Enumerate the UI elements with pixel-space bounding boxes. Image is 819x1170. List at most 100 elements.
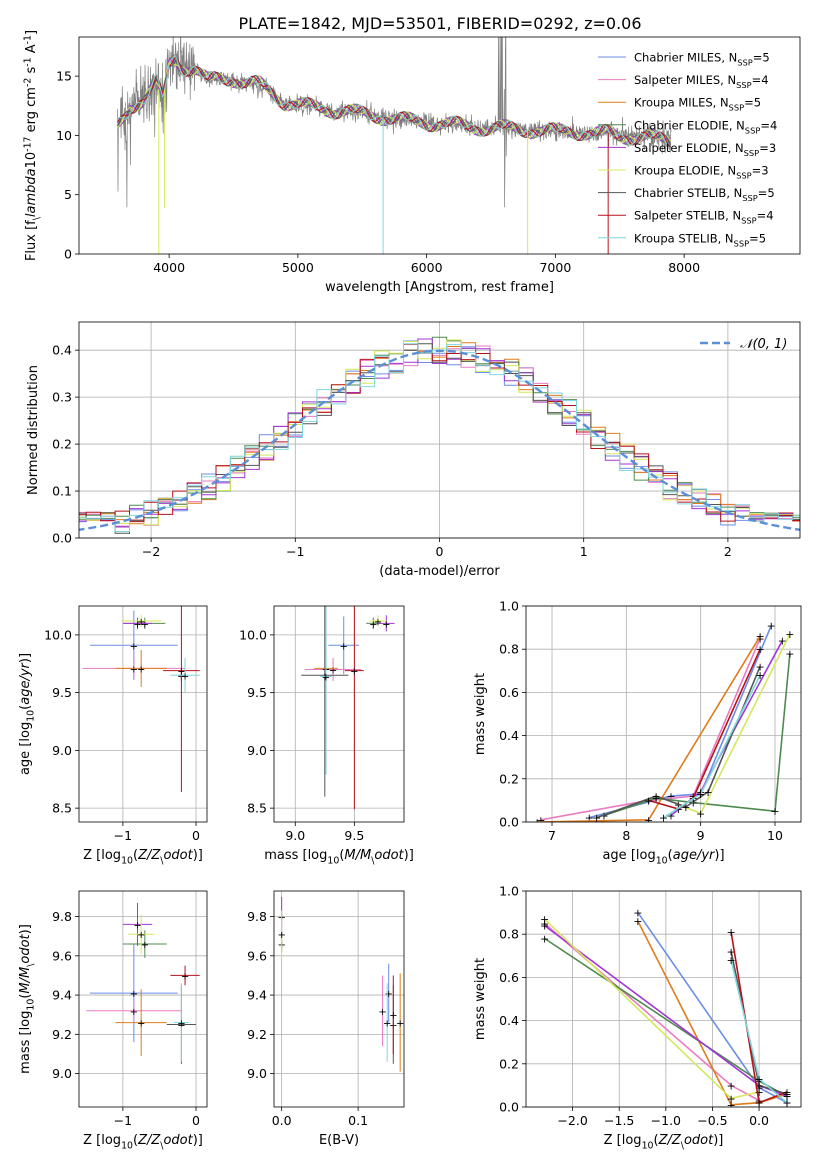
y-tick-label: 9.6 [52,948,72,963]
weight-marker: + [726,954,735,967]
plot-area: ++++++++ ++++++++++ ++++++++++ [540,907,792,1112]
point-marker: + [396,1019,404,1030]
weight-marker: + [754,1082,763,1095]
x-axis-label: age [log10(age/yr)] [602,848,724,867]
histogram-kroupa-miles [79,342,800,525]
weight-series-kroupa-elodie: +++ [540,913,764,1105]
x-axis-label: mass [log10(M/M\odot)] [264,848,414,867]
y-tick-label: 0.6 [499,970,519,985]
point-marker: + [130,641,138,652]
x-tick-label: 5000 [282,260,314,275]
axes-age_vs_Z: +++++++++ −1 0 8.5 9.0 9.5 10.0 Z [log10(Z/Z\od… [18,605,208,867]
axes-weight_vs_age: ++ ++++ +++ ++++ +++++++++++++++++++++7 8 9 100… [473,599,802,867]
point-marker: + [369,619,377,630]
x-tick-label: 0 [436,544,444,559]
error-point-kroupa-stelib: + [170,657,200,693]
axes-mass_vs_Z: +++++++++ −1 0 9.0 9.2 9.4 9.6 9.8 Z [log10(Z/Z\… [18,890,208,1152]
weight-series-kroupa-stelib: +++ [726,954,791,1110]
y-tick-label: 0.8 [499,642,519,657]
y-tick-label: 10 [56,128,72,143]
weight-marker: + [726,1099,735,1112]
weight-marker: + [726,945,735,958]
x-tick-label: −0.5 [697,1113,727,1128]
point-marker: + [181,971,189,982]
x-tick-label: −1.0 [651,1113,681,1128]
error-point-salpeter-elodie: + [122,902,153,946]
point-marker: + [340,641,348,652]
legend-entry-kroupa-stelib: Kroupa STELIB, NSSP=5 [634,231,766,248]
y-tick-label: 9.6 [247,948,267,963]
axes-frame [78,605,208,823]
weight-marker: + [782,1090,791,1103]
weight-marker: + [778,635,787,648]
y-tick-label: 0.4 [52,343,72,358]
weight-marker: + [726,926,735,939]
model-spectrum-chabrier-stelib [117,60,672,146]
weight-marker: + [782,1090,791,1103]
plot-area [117,37,672,254]
x-tick-label: 2 [724,544,732,559]
weight-marker: + [754,1086,763,1099]
weight-line [730,951,788,1095]
weight-marker: + [754,1073,763,1086]
y-tick-label: 0.1 [52,484,72,499]
plot-area [79,336,800,534]
weight-line [537,635,761,822]
axes-frame [273,605,405,823]
weight-marker: + [689,797,698,810]
x-axis-label: Z [log10(Z/Z\odot)] [604,1133,724,1152]
y-tick-label: 0.2 [499,771,519,786]
x-tick-label: 8 [622,828,630,843]
error-point-kroupa-elodie: + [128,914,155,954]
y-tick-label: 10.0 [44,627,72,642]
weight-marker: + [540,933,549,946]
histogram-chabrier-elodie [79,336,800,520]
point-marker: + [350,667,358,678]
point-marker: + [277,930,285,941]
histogram-chabrier-miles [79,340,800,528]
error-point-kroupa-miles: + [115,649,167,687]
weight-marker: + [633,907,642,920]
weight-marker: + [703,786,712,799]
point-marker: + [177,667,185,678]
legend-spectrum: Chabrier MILES, NSSP=5 Salpeter MILES, NS… [598,51,777,248]
point-marker: + [137,1019,145,1030]
error-point-kroupa-stelib: + [174,983,189,1062]
weight-line [730,959,788,1104]
point-marker: + [141,940,149,951]
point-marker: + [137,664,145,675]
weight-marker: + [644,794,653,807]
y-tick-label: 9.0 [247,1066,267,1081]
point-marker: + [130,664,138,675]
error-point-chabrier-elodie: + [122,930,167,958]
y-tick-label: 9.4 [247,988,267,1003]
x-tick-label: 7000 [539,260,571,275]
legend-entry-salpeter-miles: Salpeter MILES, NSSP=4 [634,73,769,90]
weight-marker: + [585,812,594,825]
weight-series-chabrier-miles: ++ ++ [585,619,776,825]
weight-marker: + [540,917,549,930]
axes-frame [273,890,405,1108]
x-axis-label: wavelength [Angstrom, rest frame] [325,280,554,295]
weight-marker: + [696,807,705,820]
y-tick-label: 1.0 [499,599,519,614]
axes-residuals: −2 −1 0 1 2 0.0 0.1 0.2 0.3 0.4 (data-model)/error… [26,321,801,579]
point-marker: + [389,1011,397,1022]
weight-marker: + [674,799,683,812]
x-tick-label: 0.0 [272,1113,292,1128]
weight-marker: + [785,628,794,641]
weight-marker: + [782,1097,791,1110]
weight-marker: + [726,1079,735,1092]
error-point-salpeter-miles: + [304,657,362,682]
error-point-salpeter-stelib: + [389,975,397,1054]
y-tick-label: 0.2 [52,437,72,452]
error-point-salpeter-stelib: + [163,606,200,792]
weight-marker: + [674,803,683,816]
point-marker: + [133,920,141,931]
y-tick-label: 5 [64,187,72,202]
error-point-chabrier-miles: + [385,963,393,1023]
x-tick-label: 9.0 [285,828,305,843]
x-tick-label: 6000 [411,260,443,275]
x-tick-label: 0 [192,1113,200,1128]
error-point-salpeter-miles: + [86,1000,182,1021]
